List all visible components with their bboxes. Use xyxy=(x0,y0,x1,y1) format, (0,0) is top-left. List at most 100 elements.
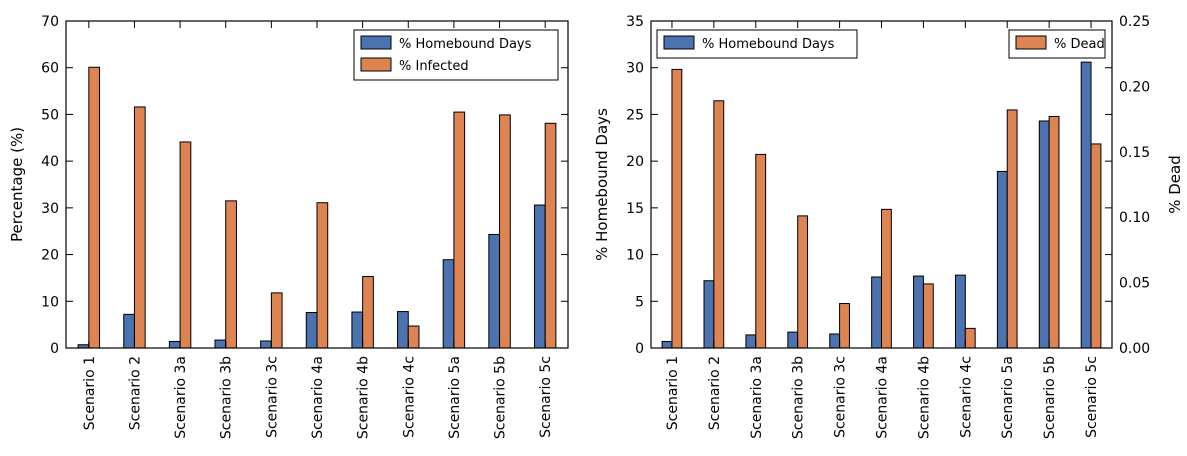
right-ytick-label: 15 xyxy=(626,201,644,217)
right-bar-dead-6 xyxy=(881,208,892,349)
left-xtick-label: Scenario 3a xyxy=(173,356,189,439)
right-bar-homebound-4 xyxy=(787,331,799,349)
right-bar-homebound-2 xyxy=(703,280,715,349)
left-xtick-label: Scenario 3b xyxy=(219,356,235,439)
right-bar-homebound-10 xyxy=(1038,120,1050,349)
right-xtick-label: Scenario 3a xyxy=(749,356,765,439)
left-ytick-label: 70 xyxy=(41,14,59,30)
left-xtick-label: Scenario 5b xyxy=(493,356,509,439)
left-xtick-label: Scenario 4c xyxy=(401,356,417,438)
right-y2tick-label: 0.05 xyxy=(1119,276,1150,292)
right-ytick-label: 20 xyxy=(626,154,644,170)
right-ytick-label: 35 xyxy=(626,14,644,30)
left-ytick-label: 50 xyxy=(41,107,59,123)
right-xtick-label: Scenario 1 xyxy=(665,356,681,430)
left-bar-homebound-4 xyxy=(214,339,227,349)
left-xtick-label: Scenario 3c xyxy=(264,356,280,438)
left-bar-infected-11 xyxy=(544,122,557,349)
left-bar-homebound-2 xyxy=(123,313,135,349)
left-bar-infected-5 xyxy=(270,292,283,349)
right-y2tick-label: 0.20 xyxy=(1119,79,1150,95)
chart-left: 0 10 20 30 40 50 60 70 Scenario 1 Scenario 2 Scena… xyxy=(8,14,569,439)
right-bar-dead-7 xyxy=(922,283,934,349)
left-bar-infected-7 xyxy=(362,276,374,349)
left-legend-swatch xyxy=(360,57,392,72)
left-bar-homebound-8 xyxy=(397,311,409,349)
right-legend-dead-swatch xyxy=(1015,35,1047,50)
left-bar-homebound-9 xyxy=(442,259,455,349)
right-ylabel: % Homebound Days xyxy=(593,108,611,261)
left-bar-infected-9 xyxy=(453,111,466,349)
right-bar-homebound-3 xyxy=(745,334,757,349)
left-xtick-label: Scenario 5a xyxy=(447,356,463,439)
left-bar-homebound-3 xyxy=(168,340,181,349)
right-bar-dead-1 xyxy=(671,68,683,349)
right-ytick-label: 10 xyxy=(626,248,644,264)
right-legend-homebound-label: % Homebound Days xyxy=(702,37,835,52)
right-xtick-label: Scenario 4c xyxy=(958,356,974,438)
right-bar-homebound-5 xyxy=(829,333,841,349)
right-bar-homebound-6 xyxy=(871,276,883,349)
right-legend-dead-label: % Dead xyxy=(1054,37,1105,52)
right-y2tick-label: 0.00 xyxy=(1119,341,1150,357)
left-bar-infected-8 xyxy=(407,325,420,349)
right-bar-dead-2 xyxy=(713,100,725,349)
right-y2label: % Dead xyxy=(1166,155,1184,214)
left-bar-homebound-6 xyxy=(305,312,318,349)
right-bar-homebound-8 xyxy=(954,274,966,349)
left-bar-infected-10 xyxy=(499,114,511,349)
right-ytick-label: 5 xyxy=(635,294,644,310)
left-legend-label: % Homebound Days xyxy=(399,37,532,52)
left-bar-homebound-7 xyxy=(351,311,364,349)
right-bar-dead-3 xyxy=(755,153,767,349)
right-ytick-label: 25 xyxy=(626,107,644,123)
left-ytick-label: 40 xyxy=(41,154,59,170)
left-bar-infected-1 xyxy=(88,66,101,349)
right-bar-homebound-9 xyxy=(996,170,1008,349)
right-bar-dead-9 xyxy=(1006,109,1018,349)
left-bar-infected-2 xyxy=(133,106,146,349)
left-ytick-label: 30 xyxy=(41,201,59,217)
left-ytick-label: 0 xyxy=(50,341,59,357)
right-xtick-label: Scenario 2 xyxy=(707,356,723,430)
right-y2tick-label: 0.25 xyxy=(1119,14,1150,30)
right-legend-dead: % Dead xyxy=(1008,29,1106,59)
right-bar-homebound-11 xyxy=(1080,61,1092,349)
right-xtick-label: Scenario 5a xyxy=(1000,356,1016,439)
right-bar-homebound-7 xyxy=(913,275,924,349)
left-ytick-label: 60 xyxy=(41,61,59,77)
left-ytick-label: 10 xyxy=(41,294,59,310)
right-legend-homebound-swatch xyxy=(663,35,695,50)
right-bar-dead-10 xyxy=(1048,115,1060,349)
right-bar-dead-4 xyxy=(797,215,809,349)
chart-right: 0 5 10 15 20 25 30 35 0.00 0.05 0.10 0.15 0.20 0.25 Sc… xyxy=(593,14,1184,439)
right-bar-dead-5 xyxy=(839,303,850,349)
left-xtick-label: Scenario 5c xyxy=(538,356,554,438)
right-xtick-label: Scenario 4a xyxy=(875,356,891,439)
right-xtick-label: Scenario 3c xyxy=(833,356,849,438)
left-bar-homebound-5 xyxy=(260,340,272,349)
left-bar-infected-3 xyxy=(179,141,192,349)
right-ytick-label: 0 xyxy=(635,341,644,357)
right-xtick-label: Scenario 4b xyxy=(916,356,932,439)
left-ylabel: Percentage (%) xyxy=(8,127,26,242)
right-y2tick-label: 0.15 xyxy=(1119,145,1150,161)
right-y2tick-label: 0.10 xyxy=(1119,210,1150,226)
left-bar-homebound-11 xyxy=(533,204,546,349)
left-legend-swatch xyxy=(360,35,392,50)
right-xtick-label: Scenario 5b xyxy=(1042,356,1058,439)
right-xtick-label: Scenario 3b xyxy=(791,356,807,439)
left-bar-infected-6 xyxy=(316,202,329,349)
right-xtick-label: Scenario 5c xyxy=(1084,356,1100,438)
left-legend: % Homebound Days % Infected xyxy=(353,29,559,81)
right-bar-dead-8 xyxy=(964,327,976,349)
right-ytick-label: 30 xyxy=(626,61,644,77)
left-bar-homebound-10 xyxy=(488,233,501,349)
left-xtick-label: Scenario 4b xyxy=(356,356,372,439)
right-bar-homebound-1 xyxy=(661,340,673,349)
left-ytick-label: 20 xyxy=(41,248,59,264)
left-bar-infected-4 xyxy=(225,200,237,349)
right-legend-homebound: % Homebound Days xyxy=(656,29,858,59)
left-xtick-label: Scenario 1 xyxy=(82,356,98,430)
